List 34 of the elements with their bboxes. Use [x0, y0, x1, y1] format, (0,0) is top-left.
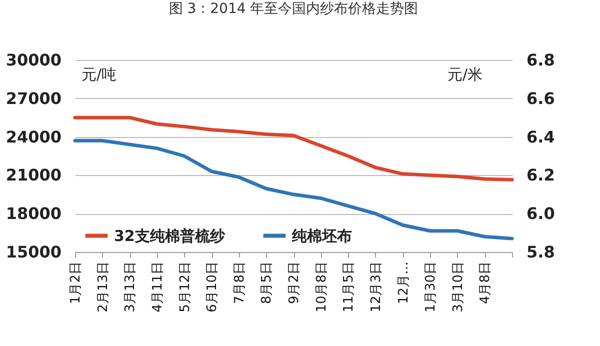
y-tick-label: 15000	[6, 242, 62, 262]
legend-label: 32支纯棉普梳纱	[114, 226, 226, 245]
chart-title: 图 3：2014 年至今国内纱布价格走势图	[168, 1, 418, 17]
y-tick-label: 27000	[6, 88, 62, 108]
x-tick-label: 8月5日	[260, 262, 275, 304]
x-tick-label: 6月10日	[205, 262, 220, 312]
x-tick-label: 1月2日	[68, 262, 84, 304]
y-tick-label: 30000	[6, 50, 62, 70]
x-tick-label: 7月8日	[232, 262, 248, 304]
x-tick-label: 1月30日	[424, 262, 439, 312]
y2-tick-label: 6.8	[526, 50, 555, 70]
x-tick-label: 4月11日	[150, 262, 166, 312]
x-tick-label: 10月8日	[314, 262, 330, 312]
y2-tick-label: 6.6	[526, 88, 555, 108]
y2-axis-title: 元/米	[447, 66, 482, 84]
x-tick-label: 3月13日	[123, 262, 138, 312]
x-tick-label: 2月13日	[96, 262, 111, 312]
x-tick-label: 12月3日	[368, 262, 384, 312]
x-tick-label: 9月2日	[287, 262, 302, 304]
line-series	[73, 116, 514, 182]
y2-tick-label: 5.8	[526, 242, 555, 262]
x-tick-label: 11月5日	[342, 262, 357, 312]
x-tick-label: 3月10日	[450, 262, 466, 312]
x-tick-label: 5月12日	[178, 262, 193, 312]
y-tick-label: 18000	[6, 204, 62, 224]
y2-tick-label: 6.0	[526, 204, 555, 224]
y-tick-label: 24000	[6, 127, 62, 146]
x-tick-label: 4月8日	[478, 262, 494, 304]
legend-label: 纯棉坯布	[291, 226, 352, 245]
y-tick-label: 21000	[6, 166, 62, 185]
y2-tick-label: 6.2	[526, 166, 555, 185]
x-tick-label: 12月…	[396, 262, 412, 304]
y2-tick-label: 6.4	[526, 127, 555, 146]
y-axis-title: 元/吨	[82, 66, 117, 84]
